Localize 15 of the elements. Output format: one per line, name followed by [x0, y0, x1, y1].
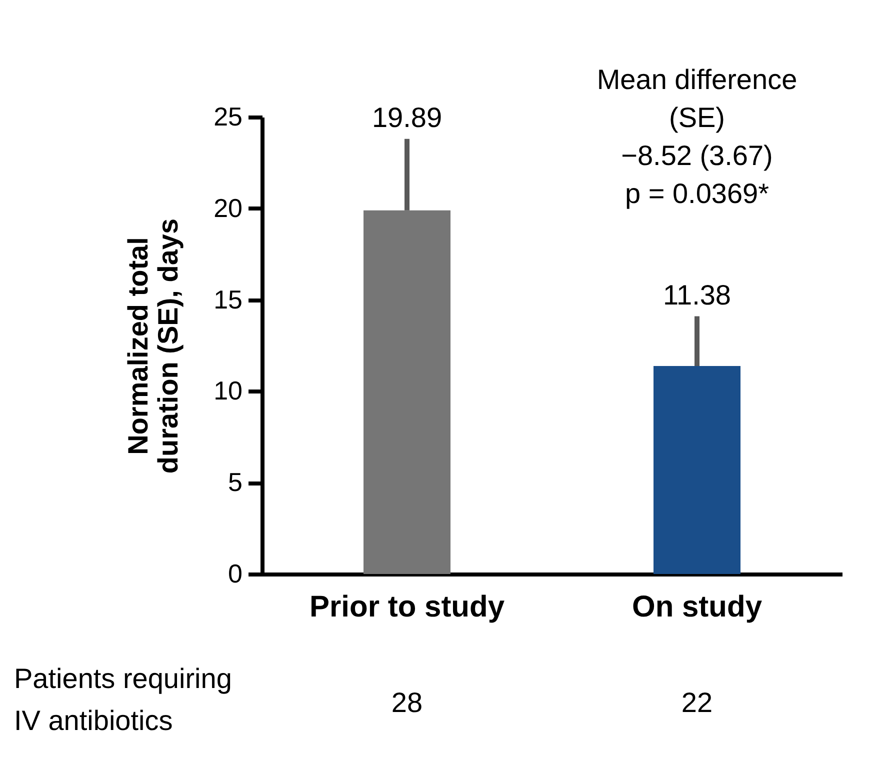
- y-tick-label: 0: [228, 558, 242, 588]
- y-tick-label: 5: [228, 467, 242, 498]
- data-label: 19.89: [372, 102, 442, 133]
- x-tick-label: On study: [632, 590, 762, 624]
- y-tick-label: 25: [214, 102, 242, 132]
- text: 28: [391, 687, 423, 718]
- y-tick-label: 20: [214, 192, 242, 223]
- text: Patients requiring IV antibiotics: [14, 663, 232, 736]
- y-tick-label: 15: [214, 284, 242, 314]
- text: 22: [681, 687, 713, 718]
- data-label: 11.38: [663, 279, 731, 310]
- y-tick-label: 10: [214, 376, 242, 406]
- y-axis-title: Normalized total duration (SE), days: [122, 218, 184, 474]
- x-tick-label: Prior to study: [309, 590, 505, 624]
- annotation: Mean difference (SE) −8.52 (3.67) p = 0.0369*: [596, 64, 798, 209]
